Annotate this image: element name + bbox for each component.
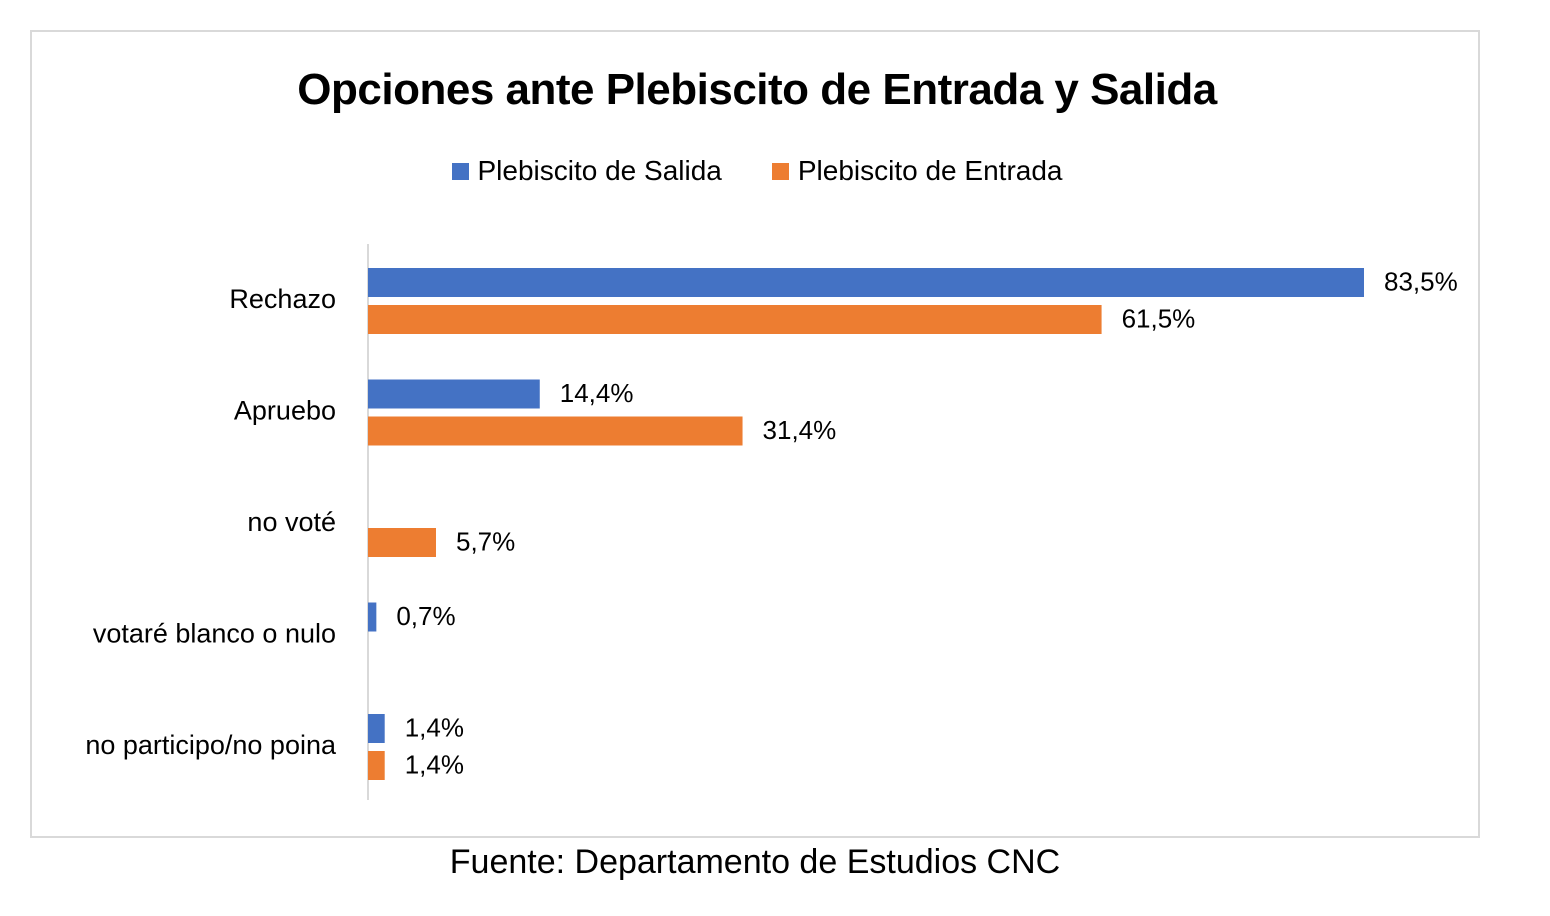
legend-item-salida: Plebiscito de Salida <box>451 155 722 187</box>
bar-entrada-no-vot- <box>368 528 436 557</box>
data-label-entrada-apruebo: 31,4% <box>763 415 837 445</box>
bar-entrada-apruebo <box>368 416 743 446</box>
legend-swatch-entrada <box>771 162 789 180</box>
bar-plot: Rechazo 83,5% 61,5% Apruebo 14,4% 31,4% no vot… <box>85 244 1458 800</box>
bar-salida-rechazo <box>368 268 1364 297</box>
legend-item-entrada: Plebiscito de Entrada <box>771 155 1063 187</box>
category-label-no-vot-: no voté <box>247 507 336 537</box>
data-label-salida-apruebo: 14,4% <box>560 378 634 408</box>
bar-salida-apruebo <box>368 379 540 409</box>
data-label-salida-no-participo-no-poina: 1,4% <box>405 712 464 742</box>
source-note: Fuente: Departamento de Estudios CNC <box>449 843 1061 881</box>
data-label-entrada-rechazo: 61,5% <box>1122 303 1196 333</box>
category-label-no-participo-no-poina: no participo/no poina <box>85 730 337 760</box>
bar-salida-no-participo-no-poina <box>368 714 385 743</box>
chart-title: Opciones ante Plebiscito de Entrada y Sa… <box>297 65 1217 114</box>
legend-label-entrada: Plebiscito de Entrada <box>797 155 1063 186</box>
bar-salida-votar-blanco-o-nulo <box>368 602 377 632</box>
chart-frame: Opciones ante Plebiscito de Entrada y Sa… <box>30 30 1480 838</box>
data-label-entrada-no-participo-no-poina: 1,4% <box>405 749 464 779</box>
legend-swatch-salida <box>451 162 469 180</box>
legend: Plebiscito de Salida Plebiscito de Entra… <box>32 155 1482 187</box>
legend-label-salida: Plebiscito de Salida <box>477 155 722 186</box>
data-label-entrada-no-vot-: 5,7% <box>456 526 515 556</box>
category-label-rechazo: Rechazo <box>229 284 336 314</box>
data-label-salida-rechazo: 83,5% <box>1384 266 1458 296</box>
bar-entrada-no-participo-no-poina <box>368 751 385 780</box>
data-label-salida-votar-blanco-o-nulo: 0,7% <box>396 601 455 631</box>
category-label-votar-blanco-o-nulo: votaré blanco o nulo <box>93 619 336 649</box>
category-label-apruebo: Apruebo <box>234 396 336 426</box>
bar-entrada-rechazo <box>368 305 1102 334</box>
